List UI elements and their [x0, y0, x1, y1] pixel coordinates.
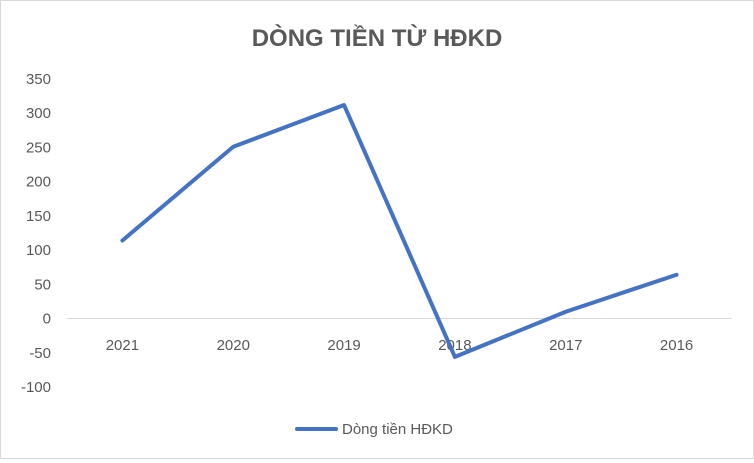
series-line — [122, 105, 676, 357]
y-tick-label: 200 — [26, 174, 51, 191]
y-tick-label: 300 — [26, 105, 51, 122]
x-tick-label: 2017 — [549, 337, 582, 354]
y-tick-label: 100 — [26, 242, 51, 259]
x-tick-label: 2020 — [217, 337, 250, 354]
chart-title: DÒNG TIỀN TỪ HĐKD — [252, 24, 503, 52]
legend: Dòng tiền HĐKD — [297, 421, 453, 438]
y-tick-label: 250 — [26, 139, 51, 156]
y-tick-label: 0 — [43, 311, 51, 328]
x-tick-label: 2019 — [327, 337, 360, 354]
series-group — [122, 105, 676, 357]
legend-label: Dòng tiền HĐKD — [342, 421, 453, 438]
y-tick-label: 150 — [26, 208, 51, 225]
x-tick-label: 2021 — [106, 337, 139, 354]
y-tick-label: -100 — [21, 379, 51, 396]
x-tick-label: 2016 — [660, 337, 693, 354]
y-tick-label: -50 — [29, 345, 51, 362]
y-axis-tick-labels: 350 300 250 200 150 100 50 0 -50 -100 — [21, 71, 51, 396]
y-tick-label: 50 — [34, 276, 51, 293]
y-tick-label: 350 — [26, 71, 51, 88]
